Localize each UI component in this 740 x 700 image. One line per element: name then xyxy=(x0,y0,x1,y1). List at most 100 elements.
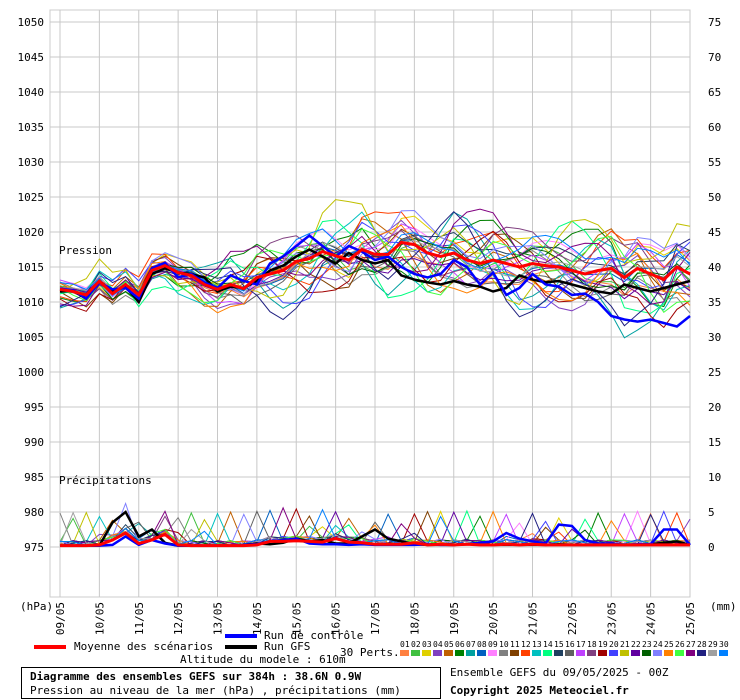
pert-pressure-line xyxy=(59,211,691,303)
y-right-tick: 10 xyxy=(708,471,721,484)
y-left-label: (hPa) xyxy=(20,600,53,613)
chart-subtitle: Pression au niveau de la mer (hPa) , pré… xyxy=(30,684,401,697)
plot-frame xyxy=(49,9,691,598)
y-left-tick: 1045 xyxy=(18,51,45,64)
pert-legend-swatch xyxy=(554,650,563,656)
y-left-tick: 1020 xyxy=(18,226,45,239)
pert-legend-swatch xyxy=(455,650,464,656)
title-box: Diagramme des ensembles GEFS sur 384h : … xyxy=(21,667,441,699)
pert-legend-number: 25 xyxy=(664,640,674,649)
pert-legend-number: 10 xyxy=(499,640,509,649)
pert-legend-number: 05 xyxy=(444,640,454,649)
pert-legend-swatch xyxy=(598,650,607,656)
y-left-tick: 1005 xyxy=(18,331,45,344)
pert-legend-swatch xyxy=(686,650,695,656)
pert-legend-swatch xyxy=(466,650,475,656)
y-left-tick: 1015 xyxy=(18,261,45,274)
pert-legend-number: 01 xyxy=(400,640,410,649)
pert-pressure-line xyxy=(59,246,691,303)
gfs-legend-swatch xyxy=(225,645,257,649)
x-tick: 17/05 xyxy=(369,602,382,635)
pert-legend-swatch xyxy=(587,650,596,656)
x-tick: 18/05 xyxy=(408,602,421,635)
mean-legend-label: Moyenne des scénarios xyxy=(74,640,214,653)
chart-title: Diagramme des ensembles GEFS sur 384h : … xyxy=(30,670,362,683)
pert-legend-number: 13 xyxy=(532,640,542,649)
pert-pressure-line xyxy=(59,219,691,312)
pert-legend-swatch xyxy=(521,650,530,656)
pert-legend-swatch xyxy=(708,650,717,656)
pert-legend-number: 09 xyxy=(488,640,498,649)
y-right-tick: 70 xyxy=(708,51,721,64)
pert-legend-swatch xyxy=(719,650,728,656)
y-right-tick: 60 xyxy=(708,121,721,134)
pert-legend-number: 27 xyxy=(686,640,696,649)
pert-legend-number: 23 xyxy=(642,640,652,649)
pert-legend-number: 28 xyxy=(697,640,707,649)
x-tick: 16/05 xyxy=(330,602,343,635)
pert-legend-number: 02 xyxy=(411,640,421,649)
pert-legend-swatch xyxy=(499,650,508,656)
y-left-tick: 995 xyxy=(24,401,44,414)
pert-legend-swatch xyxy=(609,650,618,656)
pressure-panel-label: Pression xyxy=(59,244,112,257)
x-tick: 24/05 xyxy=(645,602,658,635)
x-tick: 11/05 xyxy=(133,602,146,635)
x-tick: 10/05 xyxy=(93,602,106,635)
pert-legend-number: 21 xyxy=(620,640,630,649)
series-pressure-line xyxy=(59,248,691,305)
pert-legend-number: 19 xyxy=(598,640,608,649)
y-right-tick: 35 xyxy=(708,296,721,309)
y-right-tick: 20 xyxy=(708,401,721,414)
x-tick: 13/05 xyxy=(212,602,225,635)
pert-legend-swatch xyxy=(532,650,541,656)
y-left-tick: 1000 xyxy=(18,366,45,379)
control-legend-swatch xyxy=(225,634,257,638)
x-tick: 15/05 xyxy=(290,602,303,635)
left-axis: 1050 1045 1040 1035 1030 1025 1020 1015 1010 1005… xyxy=(18,16,45,554)
y-right-tick: 25 xyxy=(708,366,721,379)
run-info: Ensemble GEFS du 09/05/2025 - 00Z xyxy=(450,666,669,679)
x-tick: 19/05 xyxy=(448,602,461,635)
y-left-tick: 1030 xyxy=(18,156,45,169)
y-left-tick: 975 xyxy=(24,541,44,554)
altitude-label: Altitude du modele : 610m xyxy=(180,653,346,666)
pert-legend-number: 06 xyxy=(455,640,465,649)
mean-legend-swatch xyxy=(34,645,66,649)
x-tick: 20/05 xyxy=(487,602,500,635)
x-tick: 14/05 xyxy=(251,602,264,635)
pert-legend-swatch xyxy=(444,650,453,656)
pert-legend-number: 20 xyxy=(609,640,619,649)
x-tick: 12/05 xyxy=(172,602,185,635)
pert-legend-swatch xyxy=(411,650,420,656)
copyright: Copyright 2025 Meteociel.fr xyxy=(450,684,629,697)
y-left-tick: 980 xyxy=(24,506,44,519)
grid xyxy=(49,9,691,598)
pert-pressure-line xyxy=(59,210,691,327)
pert-legend-number: 12 xyxy=(521,640,531,649)
pert-legend-number: 16 xyxy=(565,640,575,649)
pert-legend-swatch xyxy=(697,650,706,656)
pert-pressure-line xyxy=(59,209,691,298)
y-right-tick: 30 xyxy=(708,331,721,344)
precip-panel-label: Précipitations xyxy=(59,474,152,487)
pert-legend-number: 14 xyxy=(543,640,553,649)
y-right-tick: 65 xyxy=(708,86,721,99)
pert-legend-swatch xyxy=(631,650,640,656)
pert-legend-swatch xyxy=(653,650,662,656)
y-right-tick: 0 xyxy=(708,541,715,554)
pert-legend-number: 17 xyxy=(576,640,586,649)
pert-pressure-line xyxy=(59,219,691,314)
pert-legend-number: 30 xyxy=(719,640,729,649)
y-right-tick: 75 xyxy=(708,16,721,29)
pert-legend-number: 03 xyxy=(422,640,432,649)
x-tick: 23/05 xyxy=(605,602,618,635)
x-tick: 21/05 xyxy=(527,602,540,635)
pert-pressure-line xyxy=(59,211,691,339)
pert-legend-number: 29 xyxy=(708,640,718,649)
pert-legend-swatch xyxy=(477,650,486,656)
y-left-tick: 1050 xyxy=(18,16,45,29)
pert-legend-number: 22 xyxy=(631,640,641,649)
